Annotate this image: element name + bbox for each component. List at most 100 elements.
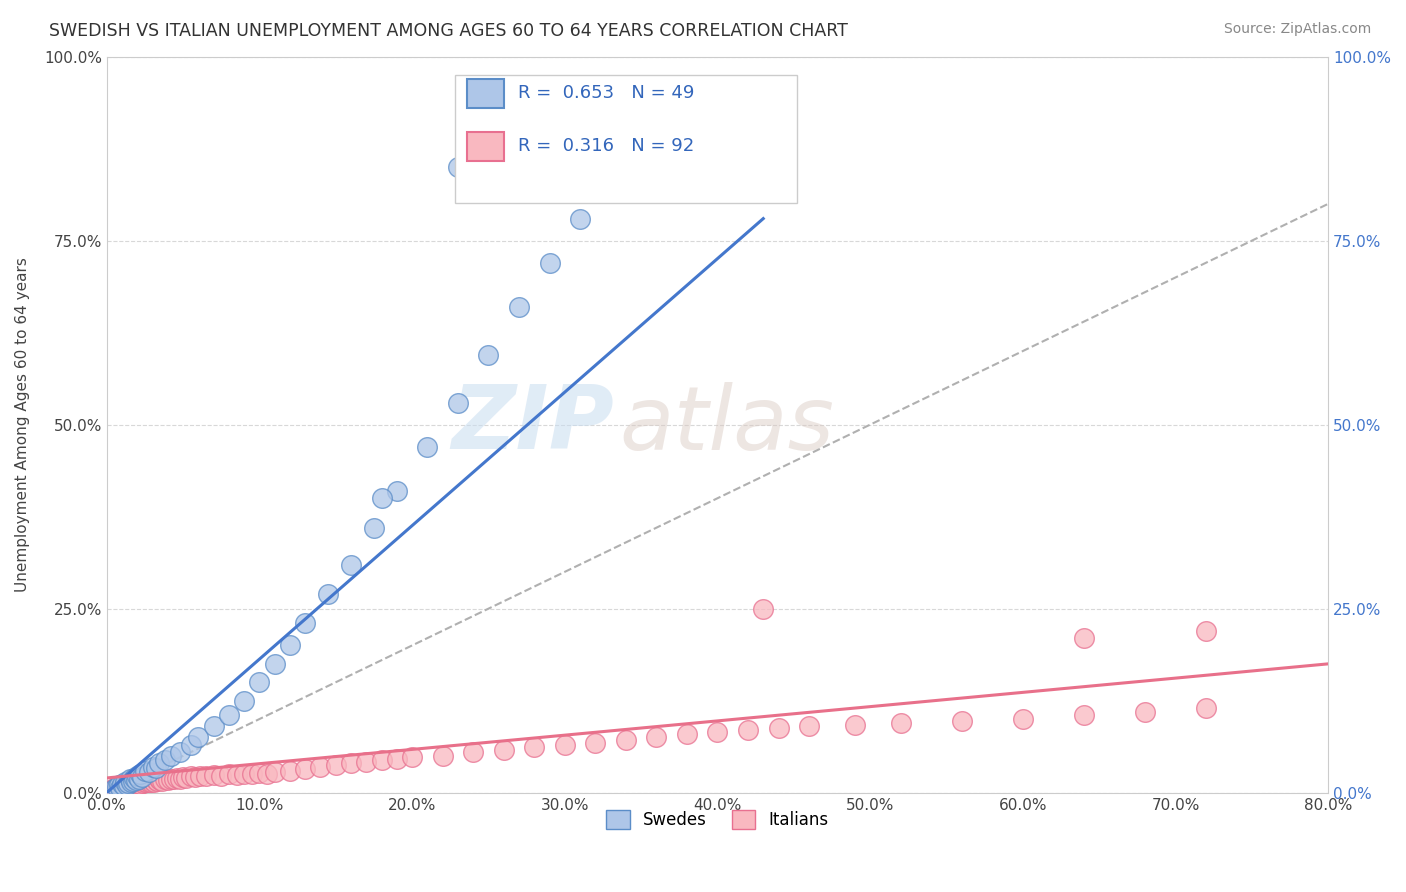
Point [149, 773, 172, 788]
Point [1073, 631, 1095, 645]
FancyBboxPatch shape [456, 75, 797, 203]
Point [1195, 624, 1218, 638]
Point [163, 772, 186, 787]
Point [138, 765, 160, 780]
Point [447, 160, 470, 174]
Point [233, 766, 256, 780]
Text: ZIP: ZIP [451, 381, 613, 468]
Point [114, 778, 136, 792]
Point [166, 771, 188, 785]
Point [844, 718, 866, 732]
Point [127, 769, 149, 783]
Point [309, 760, 332, 774]
Point [169, 772, 191, 786]
Point [599, 175, 621, 189]
Point [538, 256, 561, 270]
Point [797, 719, 820, 733]
Point [110, 780, 132, 795]
Point [153, 772, 176, 787]
Point [145, 761, 167, 775]
Point [148, 756, 170, 771]
Point [136, 773, 159, 788]
Point [131, 770, 153, 784]
Point [112, 780, 135, 794]
Point [477, 348, 499, 362]
Point [169, 745, 191, 759]
Point [134, 774, 156, 789]
Point [508, 300, 530, 314]
Point [128, 776, 150, 790]
Point [249, 765, 271, 780]
Point [356, 755, 378, 769]
Point [890, 715, 912, 730]
Point [142, 760, 165, 774]
Point [385, 483, 408, 498]
Point [630, 142, 652, 156]
Point [118, 772, 141, 787]
Text: SWEDISH VS ITALIAN UNEMPLOYMENT AMONG AGES 60 TO 64 YEARS CORRELATION CHART: SWEDISH VS ITALIAN UNEMPLOYMENT AMONG AG… [49, 22, 848, 40]
Point [225, 768, 247, 782]
Point [737, 723, 759, 737]
Point [202, 719, 225, 733]
Point [120, 778, 142, 792]
Point [950, 714, 973, 728]
Point [111, 777, 134, 791]
Point [142, 773, 165, 788]
Point [121, 778, 143, 792]
Point [104, 780, 127, 795]
Point [676, 727, 699, 741]
Point [160, 772, 183, 786]
Point [370, 753, 392, 767]
Point [614, 732, 637, 747]
Point [278, 639, 301, 653]
Point [188, 769, 211, 783]
Point [583, 736, 606, 750]
Point [316, 587, 339, 601]
Point [131, 775, 153, 789]
Point [569, 211, 592, 226]
Point [180, 738, 202, 752]
Point [202, 768, 225, 782]
Point [128, 772, 150, 786]
Point [150, 773, 173, 788]
Point [249, 675, 271, 690]
Point [156, 773, 179, 788]
Point [122, 776, 145, 790]
Point [184, 770, 207, 784]
Y-axis label: Unemployment Among Ages 60 to 64 years: Unemployment Among Ages 60 to 64 years [15, 257, 30, 592]
Point [111, 778, 134, 792]
Point [256, 766, 278, 780]
Point [146, 773, 169, 788]
Point [118, 777, 141, 791]
Point [385, 752, 408, 766]
Point [752, 601, 775, 615]
Point [120, 775, 142, 789]
Point [110, 780, 132, 795]
Point [138, 774, 160, 789]
Point [325, 757, 347, 772]
Point [340, 558, 363, 572]
Point [143, 774, 166, 789]
Point [160, 748, 183, 763]
Point [240, 767, 263, 781]
Point [125, 778, 148, 792]
Text: Source: ZipAtlas.com: Source: ZipAtlas.com [1223, 22, 1371, 37]
Point [101, 782, 124, 797]
Point [401, 750, 423, 764]
Point [463, 745, 485, 759]
FancyBboxPatch shape [467, 132, 503, 161]
Point [278, 764, 301, 778]
Point [134, 764, 156, 778]
Point [218, 708, 240, 723]
Point [127, 775, 149, 789]
Point [233, 693, 256, 707]
Legend: Swedes, Italians: Swedes, Italians [599, 804, 835, 836]
Point [492, 743, 515, 757]
Point [180, 769, 202, 783]
Point [263, 657, 285, 671]
Point [416, 440, 439, 454]
Point [122, 778, 145, 792]
Point [340, 756, 363, 771]
Point [108, 778, 131, 792]
Point [370, 491, 392, 506]
